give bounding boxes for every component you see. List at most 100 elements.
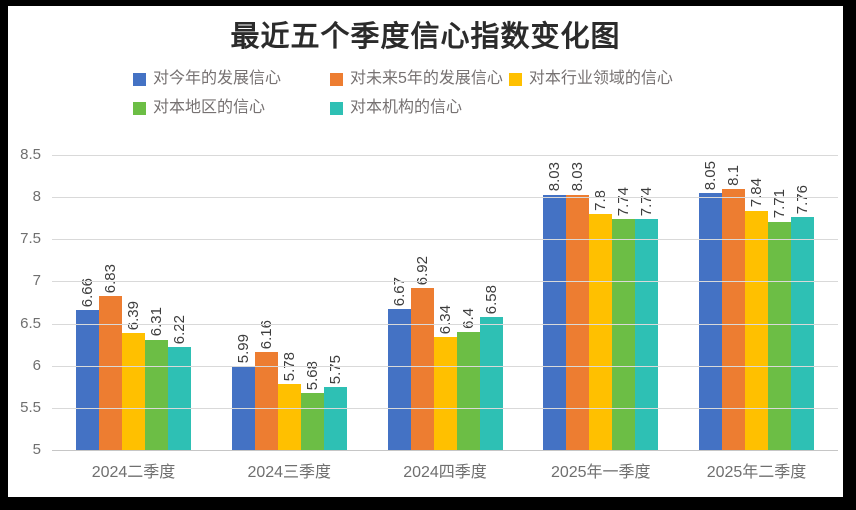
bar-value-label: 7.74 bbox=[615, 186, 633, 217]
bar-value-label: 6.4 bbox=[459, 308, 477, 329]
bar-series-4-cat-1 bbox=[323, 386, 347, 450]
bar-series-0-cat-0 bbox=[76, 310, 99, 450]
chart-legend: 对今年的发展信心 对未来5年的发展信心 对本行业领域的信心对本地区的信心 对本机构的信… bbox=[133, 68, 673, 126]
bar-column: 6.66 bbox=[76, 155, 99, 450]
bar-series-0-cat-4 bbox=[699, 192, 722, 450]
legend-item-2: 对本行业领域的信心 bbox=[508, 69, 673, 88]
bar-value-label: 8.05 bbox=[702, 160, 719, 190]
bar-column: 7.74 bbox=[612, 155, 636, 450]
bar-column: 8.03 bbox=[566, 155, 590, 450]
bar-series-2-cat-0 bbox=[122, 332, 145, 450]
bar-value-label: 6.34 bbox=[436, 304, 454, 335]
bar-column: 6.22 bbox=[168, 155, 191, 450]
plot-area: 6.66 6.83 6.39 6.31 6.22 5.99 6.16 5.78 5.68 5.75… bbox=[52, 155, 838, 451]
legend-swatch-icon bbox=[133, 72, 146, 86]
bar-series-1-cat-0 bbox=[99, 295, 122, 450]
bar-series-4-cat-4 bbox=[791, 217, 814, 450]
bar-series-3-cat-0 bbox=[145, 339, 168, 450]
bar-value-label: 8.03 bbox=[569, 162, 587, 192]
legend-item-3: 对本地区的信心 bbox=[133, 98, 330, 117]
y-axis-tick-label: 6.5 bbox=[20, 314, 41, 332]
bar-column: 7.84 bbox=[745, 155, 768, 450]
bar-series-4-cat-2 bbox=[479, 316, 503, 450]
y-axis-tick-label: 7.5 bbox=[20, 230, 41, 248]
bar-column: 5.78 bbox=[277, 155, 301, 450]
bar-column: 8.05 bbox=[699, 155, 722, 450]
bar-column: 8.1 bbox=[722, 155, 745, 450]
bar-value-label: 6.31 bbox=[148, 307, 165, 337]
y-axis-tick-label: 6 bbox=[32, 356, 41, 374]
gridline bbox=[52, 450, 838, 451]
bar-series-4-cat-3 bbox=[635, 219, 659, 450]
bar-series-1-cat-1 bbox=[254, 352, 278, 450]
bar-series-3-cat-2 bbox=[456, 332, 480, 450]
bar-column: 5.75 bbox=[323, 155, 347, 450]
x-axis-category-label: 2024三季度 bbox=[247, 464, 332, 481]
bar-value-label: 7.8 bbox=[592, 190, 610, 211]
bar-value-label: 8.03 bbox=[546, 162, 564, 192]
gridline bbox=[52, 323, 838, 325]
bar-series-2-cat-1 bbox=[277, 384, 301, 450]
bar-column: 6.92 bbox=[410, 155, 434, 450]
y-axis-tick-label: 8.5 bbox=[20, 146, 41, 163]
legend-item-0: 对今年的发展信心 bbox=[133, 69, 330, 88]
gridline bbox=[52, 239, 838, 241]
bar-series-3-cat-4 bbox=[768, 221, 791, 450]
bar-column: 6.58 bbox=[479, 155, 503, 450]
legend-label: 对本地区的信心 bbox=[153, 99, 266, 117]
bar-series-2-cat-2 bbox=[433, 337, 457, 450]
bar-series-0-cat-2 bbox=[387, 309, 411, 450]
bar-value-label: 6.58 bbox=[482, 284, 500, 314]
bar-value-label: 8.1 bbox=[725, 164, 742, 186]
x-axis-category-label: 2025年一季度 bbox=[550, 464, 651, 481]
gridline bbox=[52, 197, 838, 199]
bar-column: 7.71 bbox=[768, 155, 791, 450]
legend-item-4: 对本机构的信心 bbox=[330, 98, 462, 117]
bar-value-label: 5.99 bbox=[234, 334, 252, 364]
bar-value-label: 5.75 bbox=[326, 354, 344, 384]
bar-series-1-cat-2 bbox=[410, 288, 434, 450]
x-axis-category-label: 2024四季度 bbox=[403, 464, 487, 481]
y-axis: 8.5 8 7.5 7 6.5 6 5.5 5 bbox=[8, 146, 41, 458]
x-axis-category-label: 2024二季度 bbox=[91, 464, 176, 481]
y-axis-tick-label: 7 bbox=[32, 272, 41, 290]
gridline bbox=[52, 155, 838, 156]
legend-label: 对未来5年的发展信心 bbox=[350, 70, 503, 88]
legend-swatch-icon bbox=[330, 72, 343, 86]
bar-column: 6.67 bbox=[387, 155, 411, 450]
bar-value-label: 5.78 bbox=[280, 352, 298, 382]
bar-column: 6.4 bbox=[456, 155, 480, 450]
legend-row: 对本地区的信心 对本机构的信心 bbox=[133, 97, 673, 119]
bar-column: 6.83 bbox=[99, 155, 122, 450]
gridline bbox=[52, 407, 838, 409]
y-axis-tick-label: 8 bbox=[32, 188, 41, 206]
bar-column: 7.74 bbox=[635, 155, 659, 450]
bar-column: 6.31 bbox=[145, 155, 168, 450]
bar-value-label: 7.71 bbox=[771, 189, 788, 219]
bar-series-3-cat-3 bbox=[612, 219, 636, 450]
legend-item-1: 对未来5年的发展信心 bbox=[330, 69, 503, 88]
bar-series-2-cat-4 bbox=[745, 210, 768, 450]
y-axis-tick-label: 5 bbox=[32, 441, 41, 458]
x-axis: 2024二季度 2024三季度 2024四季度 2025年一季度 2025年二季度 bbox=[52, 458, 838, 482]
bar-value-label: 7.84 bbox=[748, 178, 765, 208]
bar-value-label: 7.74 bbox=[638, 186, 656, 217]
bar-value-label: 6.39 bbox=[125, 300, 142, 330]
legend-label: 对今年的发展信心 bbox=[153, 70, 282, 88]
y-axis-tick-label: 5.5 bbox=[20, 398, 41, 416]
bar-series-0-cat-3 bbox=[543, 194, 567, 450]
bar-group-0: 6.66 6.83 6.39 6.31 6.22 bbox=[76, 155, 191, 450]
bar-column: 6.39 bbox=[122, 155, 145, 450]
bar-value-label: 6.22 bbox=[171, 315, 188, 345]
gridline bbox=[52, 365, 838, 367]
bars-container: 6.66 6.83 6.39 6.31 6.22 5.99 6.16 5.78 5.68 5.75… bbox=[52, 155, 838, 450]
bar-column: 5.68 bbox=[300, 155, 324, 450]
bar-group-2: 6.67 6.92 6.34 6.4 6.58 bbox=[387, 155, 503, 450]
bar-column: 7.76 bbox=[791, 155, 814, 450]
bar-column: 5.99 bbox=[231, 155, 255, 450]
bar-series-1-cat-3 bbox=[566, 194, 590, 450]
bar-series-4-cat-0 bbox=[168, 347, 191, 450]
legend-row: 对今年的发展信心 对未来5年的发展信心 对本行业领域的信心 bbox=[133, 68, 673, 90]
legend-label: 对本机构的信心 bbox=[350, 99, 463, 117]
